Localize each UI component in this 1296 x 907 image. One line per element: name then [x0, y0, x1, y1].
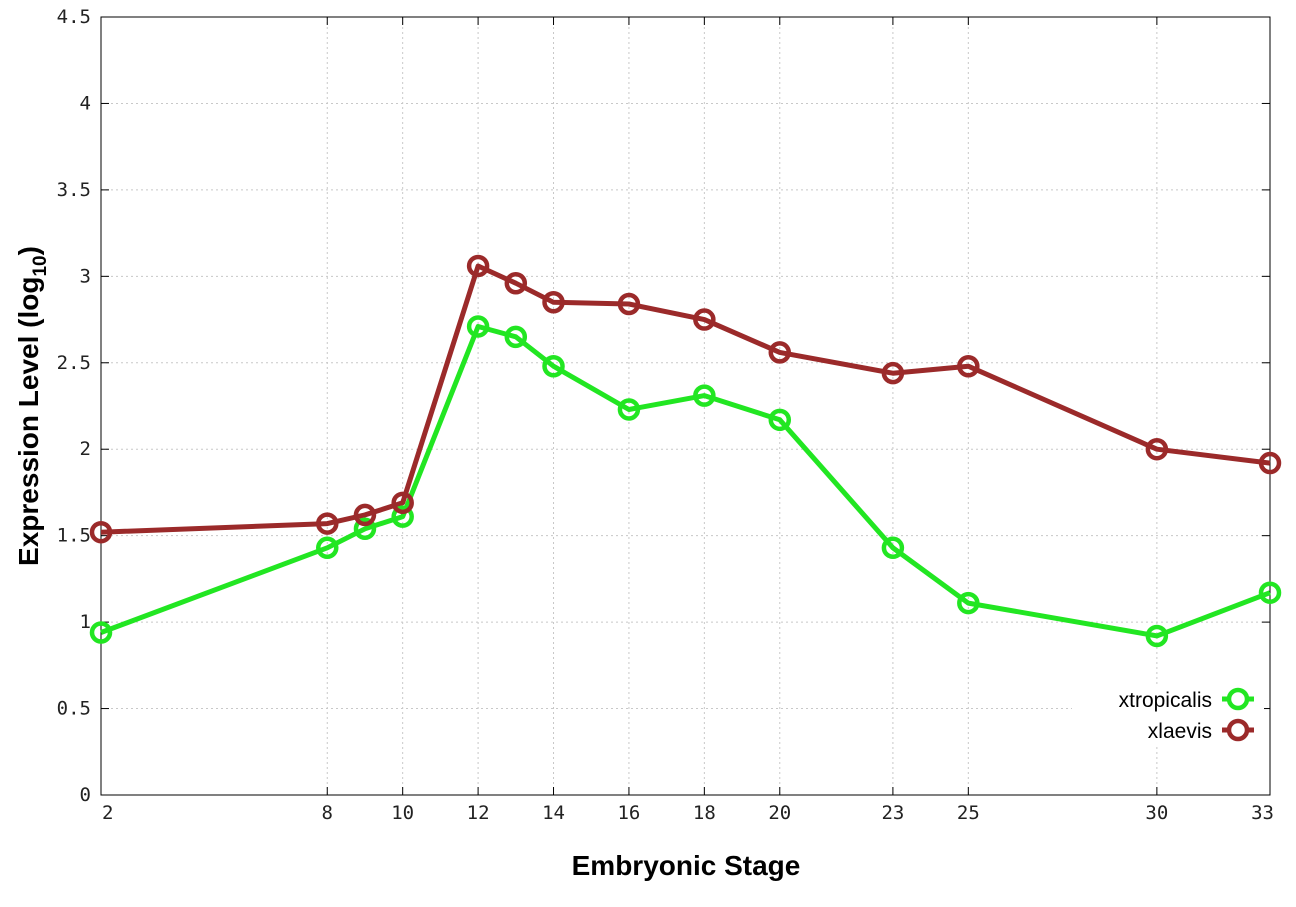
- data-point-xlaevis: [768, 341, 792, 364]
- data-point-xlaevis: [1145, 437, 1169, 461]
- data-point-xlaevis: [504, 271, 528, 295]
- x-tick-label: 23: [881, 802, 904, 824]
- x-tick-label: 20: [768, 802, 791, 824]
- data-point-xtropicalis: [1145, 624, 1169, 648]
- y-tick-label: 1: [80, 611, 91, 633]
- y-tick-label: 1.5: [57, 525, 91, 547]
- data-point-xlaevis: [881, 361, 905, 385]
- y-tick-label: 2: [80, 438, 91, 460]
- y-tick-label: 0: [80, 784, 91, 806]
- x-tick-label: 25: [957, 802, 980, 824]
- data-point-xtropicalis: [693, 384, 716, 407]
- x-tick-label: 10: [391, 802, 414, 824]
- legend-marker-xtropicalis: [1226, 687, 1250, 711]
- data-point-xtropicalis: [391, 505, 414, 528]
- y-tick-label: 4.5: [57, 6, 91, 28]
- data-point-xlaevis: [391, 491, 414, 515]
- y-tick-label: 3.5: [57, 179, 91, 201]
- data-point-xtropicalis: [1258, 581, 1282, 604]
- x-tick-label: 14: [542, 802, 565, 824]
- data-point-xtropicalis: [89, 621, 113, 644]
- data-point-xtropicalis: [466, 315, 490, 338]
- data-point-xtropicalis: [768, 408, 792, 432]
- data-point-xlaevis: [693, 308, 716, 331]
- data-point-xtropicalis: [316, 536, 339, 560]
- x-tick-label: 33: [1251, 802, 1274, 824]
- y-tick-label: 0.5: [57, 698, 91, 720]
- x-tick-label: 12: [467, 802, 490, 824]
- data-point-xlaevis: [1258, 451, 1282, 475]
- series-line-xlaevis: [100, 263, 1271, 535]
- data-point-xlaevis: [617, 292, 641, 316]
- data-point-xlaevis: [353, 503, 377, 527]
- data-point-xlaevis: [957, 354, 980, 378]
- data-point-xtropicalis: [957, 591, 980, 615]
- x-tick-label: 2: [102, 802, 113, 824]
- data-point-xtropicalis: [617, 398, 641, 421]
- y-axis-title: Expression Level (log10): [13, 246, 51, 566]
- data-point-xtropicalis: [504, 325, 528, 349]
- data-point-xlaevis: [316, 512, 339, 535]
- legend-label-xlaevis: xlaevis: [1148, 720, 1212, 743]
- series: [89, 254, 1282, 648]
- y-tick-label: 3: [80, 265, 91, 287]
- grid: [101, 17, 1270, 795]
- legend-marker-xlaevis: [1226, 718, 1250, 742]
- data-point-xlaevis: [542, 291, 565, 314]
- data-point-xtropicalis: [881, 536, 905, 560]
- axis-ticks: 0 0.5 1 1.5 2 2.5 3 3.5 4 4.5 2 8 10 12 14 16 18 20 23 25 30…: [57, 6, 1274, 824]
- x-tick-label: 8: [322, 802, 333, 824]
- data-point-xlaevis: [466, 254, 490, 278]
- legend-label-xtropicalis: xtropicalis: [1119, 689, 1212, 712]
- plot-area-frame: [100, 16, 1271, 796]
- y-tick-label: 4: [80, 92, 91, 114]
- x-tick-label: 18: [693, 802, 716, 824]
- legend: xtropicalis xlaevis: [1072, 684, 1264, 746]
- x-axis-title: Embryonic Stage: [572, 850, 801, 881]
- data-point-xtropicalis: [353, 517, 377, 541]
- x-tick-label: 16: [617, 802, 640, 824]
- y-tick-label: 2.5: [57, 352, 91, 374]
- series-line-xtropicalis: [100, 324, 1271, 639]
- data-point-xlaevis: [89, 520, 113, 544]
- x-tick-label: 30: [1145, 802, 1168, 824]
- data-point-xtropicalis: [542, 354, 565, 378]
